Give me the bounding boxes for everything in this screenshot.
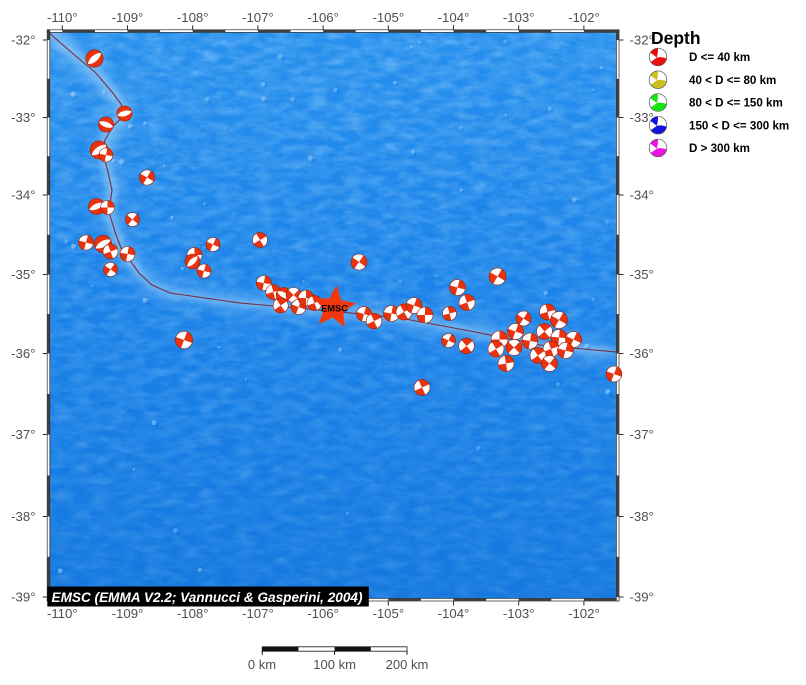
svg-text:-35°: -35° xyxy=(11,267,35,282)
svg-text:-106°: -106° xyxy=(307,10,339,25)
svg-text:-102°: -102° xyxy=(568,606,600,621)
svg-text:-107°: -107° xyxy=(242,606,274,621)
svg-text:-105°: -105° xyxy=(372,10,404,25)
svg-text:-34°: -34° xyxy=(11,188,35,203)
svg-text:-39°: -39° xyxy=(11,590,35,605)
svg-text:-109°: -109° xyxy=(112,606,144,621)
svg-text:-39°: -39° xyxy=(630,590,654,605)
svg-text:-32°: -32° xyxy=(11,33,35,48)
svg-text:-32°: -32° xyxy=(630,33,654,48)
svg-text:-38°: -38° xyxy=(11,509,35,524)
svg-text:0 km: 0 km xyxy=(248,657,276,672)
svg-text:EMSC (EMMA V2.2; Vannucci & Ga: EMSC (EMMA V2.2; Vannucci & Gasperini, 2… xyxy=(52,590,363,605)
svg-text:150 < D <= 300 km: 150 < D <= 300 km xyxy=(689,119,789,132)
svg-text:-37°: -37° xyxy=(11,427,35,442)
svg-text:-37°: -37° xyxy=(630,427,654,442)
svg-text:-110°: -110° xyxy=(47,606,78,621)
svg-text:D <= 40 km: D <= 40 km xyxy=(689,51,750,64)
svg-text:80 < D <= 150 km: 80 < D <= 150 km xyxy=(689,97,783,110)
svg-text:-110°: -110° xyxy=(47,10,78,25)
svg-text:40 < D <= 80 km: 40 < D <= 80 km xyxy=(689,74,776,87)
svg-text:-34°: -34° xyxy=(630,188,654,203)
svg-text:-104°: -104° xyxy=(438,10,470,25)
svg-text:-106°: -106° xyxy=(307,606,339,621)
svg-text:-36°: -36° xyxy=(630,346,654,361)
svg-text:-36°: -36° xyxy=(11,346,35,361)
svg-text:EMSC: EMSC xyxy=(321,303,348,313)
svg-text:-108°: -108° xyxy=(177,10,209,25)
svg-text:D > 300 km: D > 300 km xyxy=(689,142,750,155)
svg-text:-103°: -103° xyxy=(503,10,535,25)
svg-text:-102°: -102° xyxy=(568,10,600,25)
svg-text:-103°: -103° xyxy=(503,606,535,621)
svg-text:-33°: -33° xyxy=(630,110,654,125)
svg-text:-105°: -105° xyxy=(372,606,404,621)
svg-text:100 km: 100 km xyxy=(313,657,356,672)
svg-text:-38°: -38° xyxy=(630,509,654,524)
svg-text:-109°: -109° xyxy=(112,10,144,25)
svg-text:Depth: Depth xyxy=(651,28,701,48)
svg-text:-33°: -33° xyxy=(11,110,35,125)
svg-text:-107°: -107° xyxy=(242,10,274,25)
svg-text:200 km: 200 km xyxy=(386,657,429,672)
svg-text:-104°: -104° xyxy=(438,606,470,621)
svg-text:-108°: -108° xyxy=(177,606,209,621)
svg-text:-35°: -35° xyxy=(630,267,654,282)
